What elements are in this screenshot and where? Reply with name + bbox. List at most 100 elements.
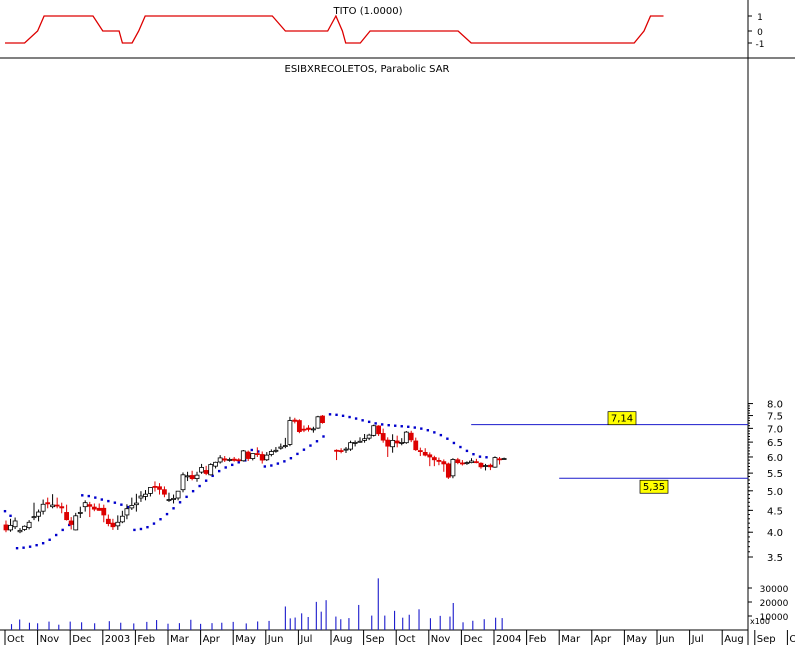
indicator-title: TITO (1.0000): [332, 6, 402, 17]
sar-dot: [263, 465, 267, 468]
sar-dot: [100, 498, 104, 501]
sar-dot: [276, 462, 280, 465]
candle-body: [427, 454, 433, 458]
tito-line: [5, 14, 664, 44]
candle-body: [417, 450, 423, 452]
sar-dot: [394, 424, 397, 427]
x-tick-label: Apr: [203, 634, 221, 645]
x-tick-label: Feb: [529, 634, 547, 645]
indicator-tick-label: 1: [757, 13, 763, 23]
candle-body: [450, 459, 456, 477]
x-tick-label: 2004: [496, 634, 521, 645]
sar-dot: [250, 448, 253, 452]
sar-dot: [452, 441, 456, 445]
candle-body: [129, 505, 135, 509]
candle-body: [357, 440, 363, 443]
candle-body: [497, 458, 502, 461]
x-tick-label: Mar: [561, 634, 581, 645]
candle-body: [343, 448, 349, 451]
candle-body: [352, 441, 358, 444]
price-tick-label: 5.0: [767, 487, 783, 498]
sar-dot: [322, 435, 325, 438]
candle-body: [96, 507, 102, 511]
volume-tick-label: 10000: [760, 613, 789, 623]
candle-body: [236, 459, 242, 462]
candle-body: [501, 458, 507, 460]
candle-body: [478, 462, 484, 468]
candle-body: [254, 453, 260, 455]
sar-dot: [433, 431, 436, 434]
candle-body: [334, 449, 339, 452]
sar-dot: [309, 444, 312, 447]
candle-body: [87, 504, 93, 507]
candle-body: [166, 499, 172, 501]
sar-dot: [87, 494, 90, 498]
candle-body: [366, 434, 372, 439]
candle-body: [399, 441, 405, 444]
sar-dot: [335, 413, 338, 417]
candle-body: [492, 457, 498, 468]
candle-body: [124, 508, 130, 516]
candle-body: [464, 462, 470, 465]
price-tick-label: 6.5: [767, 438, 783, 449]
sar-dot: [374, 422, 377, 425]
sar-dot: [407, 425, 410, 428]
candle-body: [403, 431, 409, 444]
candle-body: [217, 457, 223, 463]
candle-body: [203, 470, 209, 474]
sar-dot: [465, 449, 469, 453]
candle-body: [8, 524, 13, 531]
candle-body: [441, 461, 447, 465]
sar-dot: [367, 420, 371, 424]
candle-body: [287, 420, 293, 445]
candle-body: [431, 457, 437, 461]
x-tick-label: Oct: [398, 634, 415, 645]
x-tick-label: Oct: [789, 634, 795, 645]
candle-body: [483, 465, 488, 467]
candle-body: [315, 416, 321, 429]
sar-dot: [3, 509, 7, 513]
volume-tick-label: 30000: [760, 585, 789, 595]
candle-body: [171, 497, 176, 500]
price-tick-label: 6.0: [767, 453, 783, 464]
x-tick-label: Sep: [366, 634, 385, 645]
sar-dot: [61, 528, 64, 532]
candle-body: [162, 489, 167, 495]
indicator-tick-label: -1: [756, 40, 765, 50]
sar-dot: [48, 538, 51, 541]
candle-body: [22, 525, 27, 530]
axis-labels: 1 0 -1 8.07.57.0 6.5 6.0 5.5 5.0 4.5 4.0 3.5 Oct Nov…: [7, 13, 795, 645]
candle-body: [445, 463, 451, 478]
sar-dot: [270, 464, 273, 467]
annotation-label-box: [639, 479, 669, 494]
sar-dot: [231, 463, 234, 467]
candle-body: [101, 507, 107, 516]
candle-body: [40, 503, 46, 512]
candle-body: [152, 486, 158, 488]
sar-dot: [81, 494, 84, 497]
candle-body: [189, 475, 195, 479]
candle-body: [380, 433, 386, 441]
candle-body: [455, 459, 461, 464]
x-tick-label: Sep: [757, 634, 776, 645]
candle-body: [371, 425, 377, 436]
candle-body: [180, 474, 186, 491]
candle-body: [408, 432, 414, 441]
sar-dot: [257, 450, 260, 453]
annotation-label-box: [607, 411, 637, 426]
x-tick-label: Aug: [724, 634, 744, 645]
candle-body: [436, 460, 442, 462]
sar-dot: [139, 527, 143, 531]
sar-dot: [28, 545, 32, 548]
price-tick-label: 3.5: [767, 553, 783, 564]
candle-body: [296, 420, 302, 432]
price-tick-label: 4.0: [767, 528, 783, 539]
candle-body: [362, 438, 367, 441]
x-tick-label: Nov: [431, 634, 451, 645]
candle-body: [348, 442, 353, 450]
sar-dot: [211, 474, 214, 478]
x-tick-label: 2003: [105, 634, 130, 645]
candle-body: [26, 521, 32, 529]
candle-body: [240, 450, 246, 462]
sar-dot: [15, 546, 19, 550]
